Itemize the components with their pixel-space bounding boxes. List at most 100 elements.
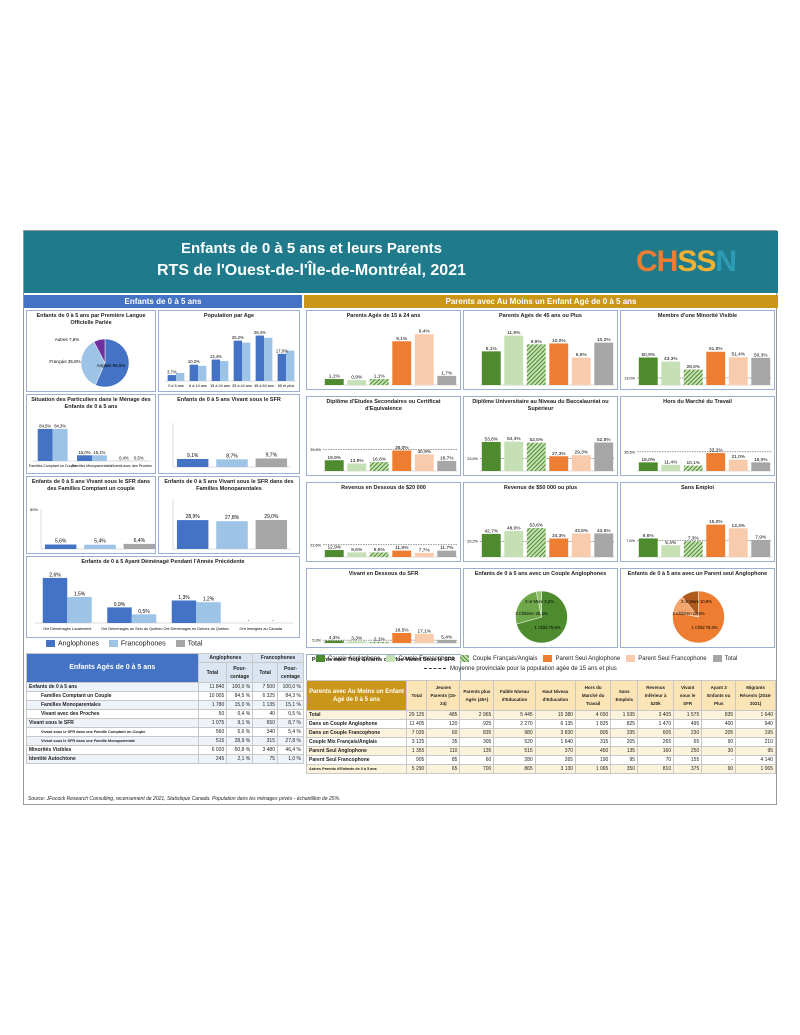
table-cell: 1 780 xyxy=(197,700,228,710)
bar xyxy=(324,460,344,471)
panel-title: Parents avec Trois Enfants ou Plus Vivan… xyxy=(311,657,456,663)
table-cell: 35 xyxy=(426,737,461,747)
table-cell: 1 575 xyxy=(673,710,703,720)
bar xyxy=(549,538,569,557)
table-col-header: Haut Niveau d'Education xyxy=(534,680,577,711)
data-label: 18,7% xyxy=(440,455,454,461)
bar xyxy=(683,369,703,385)
table-cell: 6 135 xyxy=(534,719,577,729)
table-col-header: Migrants Récents (2016-2021) xyxy=(735,680,776,711)
table-col-header: Vivant sous le SFR xyxy=(673,680,703,711)
bar xyxy=(571,455,591,471)
bar xyxy=(549,456,569,471)
children-pie-slice xyxy=(536,590,542,618)
table-cell: 350 xyxy=(610,764,639,774)
table-col-header: Total xyxy=(405,680,428,711)
bar xyxy=(347,641,367,643)
data-label: 13,3% xyxy=(731,523,745,529)
legend-item: Parent Seul Anglophone xyxy=(543,655,620,662)
data-label: 15,0% xyxy=(79,450,91,455)
data-label: 10,2% xyxy=(597,337,611,343)
bar xyxy=(286,350,295,381)
table-cell: Vivant sous le SFR dans une Famille Comp… xyxy=(26,727,199,737)
bar xyxy=(751,539,771,557)
table-row: Minorités Visibles 6 020 50,8 % 3 480 46,4 % xyxy=(26,745,304,755)
parents-chart-panel: Diplôme d'Etudes Secondaires ou Certific… xyxy=(306,396,461,476)
table-col-header: Ayant 3 Enfants ou Plus xyxy=(701,680,737,711)
table-cell: 205 xyxy=(701,728,737,738)
bar xyxy=(706,524,726,557)
category-label: 25 à 44 ans xyxy=(232,384,252,388)
bar xyxy=(176,520,209,549)
table-cell: Total xyxy=(306,710,407,720)
data-label: 53,6% xyxy=(529,523,543,529)
table-cell: 1 640 xyxy=(534,737,577,747)
table-title: Parents avec Au Moins un Enfant Agé de 0… xyxy=(306,680,407,711)
data-label: 6,4% xyxy=(134,538,146,544)
data-label: 13,4% xyxy=(210,354,222,359)
bar xyxy=(706,453,726,471)
bar xyxy=(347,380,367,385)
table-cell: 15,1 % xyxy=(277,700,304,710)
data-label: 11,8% xyxy=(395,545,409,551)
table-row: Autres Parents d'Enfants de 0 à 5 ans 5 2… xyxy=(306,764,776,774)
table-cell: 340 xyxy=(252,727,278,737)
data-label: 51,4% xyxy=(731,352,745,358)
data-label: - xyxy=(248,618,250,624)
title-banner: Enfants de 0 à 5 ans et leurs Parents RT… xyxy=(24,231,778,293)
bar xyxy=(37,428,53,461)
data-label: 29,0% xyxy=(264,514,279,520)
pie-label: 1 Child 70,6% xyxy=(534,625,560,630)
table-row: Vivant sous le SFR dans une Famille Mono… xyxy=(26,736,304,746)
data-label: 19,9% xyxy=(327,455,341,461)
table-cell: 40 xyxy=(252,709,278,719)
parents-chart-panel: Revenus de $50 000 ou plus 29,2% 42,7% 48,0… xyxy=(463,482,618,562)
bar xyxy=(594,442,614,471)
table-cell: 520 xyxy=(493,737,536,747)
data-label: 7,9% xyxy=(755,534,767,540)
parents-chart-panel: Hors du Marché du Travail 35,5% 16,0% 11,4%… xyxy=(620,396,775,476)
panel-title: Revenus de $50 000 ou plus xyxy=(503,485,578,491)
table-cell: 100,0 % xyxy=(277,682,304,692)
data-label: 43,6% xyxy=(597,528,611,534)
category-label: 45 à 64 ans xyxy=(254,384,274,388)
data-label: 48,0% xyxy=(507,526,521,532)
parents-chart-panel: Enfants de 0 à 5 ans avec un Parent seul… xyxy=(620,568,775,648)
legend-item: Total xyxy=(175,640,202,647)
bar xyxy=(571,533,591,557)
table-cell: 315 xyxy=(575,737,612,747)
data-label: 8,1% xyxy=(396,336,408,342)
data-label: 42,7% xyxy=(484,528,498,534)
parents-chart-panel: Enfants de 0 à 5 ans avec un Couple Angl… xyxy=(463,568,618,648)
table-col-header: Sans Emplois xyxy=(610,680,639,711)
bar xyxy=(594,342,614,385)
table-cell: 6 020 xyxy=(197,745,228,755)
bar xyxy=(414,633,434,643)
table-cell: 1 640 xyxy=(735,710,776,720)
table-cell: 90 xyxy=(701,737,737,747)
data-label: 29,3% xyxy=(574,450,588,456)
category-label: Familles Monoparentales xyxy=(72,464,112,468)
table-cell: 46,4 % xyxy=(277,745,304,755)
table-cell: 3 830 xyxy=(534,728,577,738)
parents-chart-panel: Revenus en Dessous de $20 000 22,6% 12,9% 8… xyxy=(306,482,461,562)
pie-label: Anglais 56,5% xyxy=(97,363,126,368)
bar xyxy=(414,454,434,471)
table-cell: 400 xyxy=(701,719,737,729)
table-group-header: Anglophones xyxy=(197,653,254,663)
table-cell: Vivant sous le SFR dans une Famille Mono… xyxy=(26,736,199,746)
data-label: 6,6% xyxy=(576,352,588,358)
bar xyxy=(751,462,771,471)
table-cell: Identité Autochtone xyxy=(26,754,199,764)
data-label: 5,6% xyxy=(55,539,67,545)
language-pie-panel: Enfants de 0 à 5 ans par Première Langue… xyxy=(26,310,156,392)
table-row: Parent Seul Francophone 905 85 60 280 265 190 9… xyxy=(306,755,776,765)
average-note: Moyenne provinciale pour la population a… xyxy=(424,666,617,672)
data-label: 15,1% xyxy=(94,450,106,455)
table-cell: Familles Monoparentales xyxy=(26,700,199,710)
bar xyxy=(92,455,107,461)
table-cell: Vivant sous le SFR xyxy=(26,718,199,728)
data-label: 0,9% xyxy=(114,602,126,608)
table-cell: 1 825 xyxy=(575,719,612,729)
table-cell: 2 270 xyxy=(493,719,536,729)
